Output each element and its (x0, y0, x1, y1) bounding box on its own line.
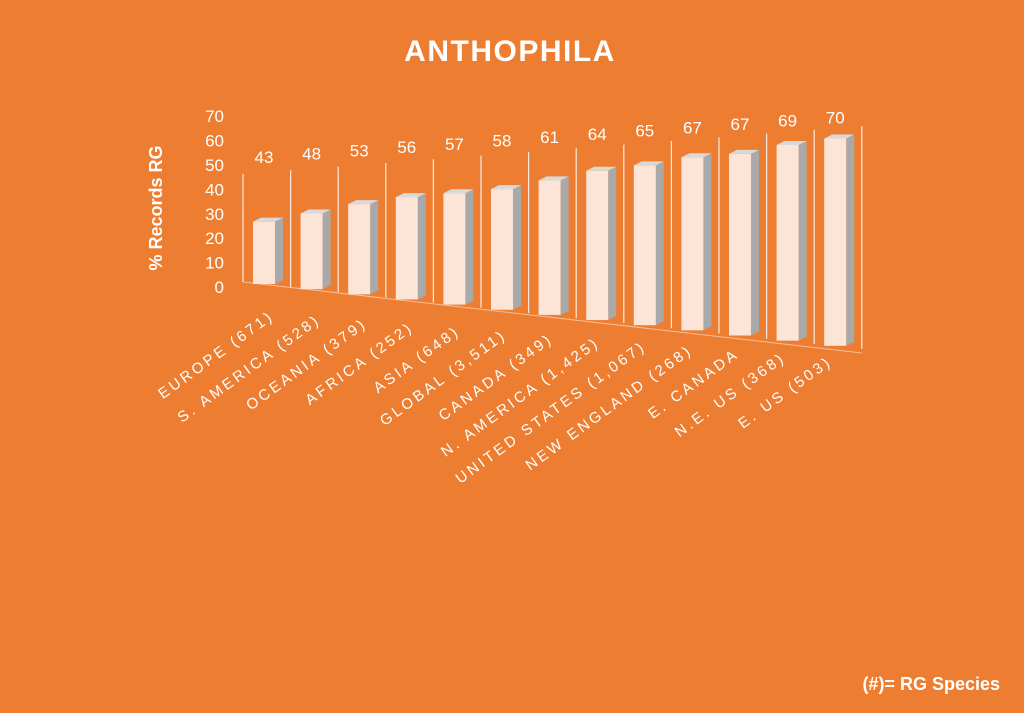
bar-front (824, 138, 847, 346)
footnote: (#)= RG Species (862, 674, 1000, 694)
data-label: 58 (493, 132, 512, 151)
floor-line (242, 281, 862, 354)
bar (253, 217, 283, 284)
bar-side (417, 193, 426, 300)
bar-top (395, 193, 426, 198)
data-label: 65 (635, 122, 654, 141)
bar-front (633, 165, 656, 326)
bar-side (560, 176, 569, 315)
y-tick-label: 20 (205, 229, 224, 248)
bar-top (824, 134, 855, 139)
data-label: 48 (302, 145, 321, 164)
bar-front (253, 221, 275, 284)
data-label: 67 (731, 115, 750, 134)
bar-side (798, 140, 807, 341)
bar-front (443, 193, 466, 305)
y-axis-label: % Records RG (146, 145, 166, 270)
bar-side (465, 189, 474, 305)
data-label: 70 (826, 108, 845, 127)
bar-top (491, 185, 521, 190)
data-label: 67 (683, 118, 702, 137)
data-label: 69 (778, 112, 797, 131)
bar (633, 161, 664, 326)
bar (300, 209, 331, 290)
chart-title: ANTHOPHILA (404, 35, 616, 68)
data-label: 56 (397, 138, 416, 157)
bar-top (348, 200, 379, 205)
bar-top (253, 217, 283, 222)
bar-front (729, 153, 751, 336)
bar-top (729, 149, 759, 154)
bar-side (846, 134, 855, 346)
bar-front (776, 144, 799, 341)
bar-side (751, 149, 759, 336)
chart-walls (242, 126, 863, 354)
bar-side (655, 161, 664, 326)
bar (824, 134, 855, 346)
bar-side (370, 200, 379, 295)
bar-side (513, 185, 521, 310)
bar-front (538, 180, 561, 315)
data-label: 43 (255, 148, 274, 167)
bar-top (443, 189, 474, 194)
bar-front (300, 213, 323, 290)
bar-side (608, 166, 617, 321)
bar-front (395, 197, 418, 300)
bar (776, 140, 807, 341)
bar-front (348, 204, 371, 295)
bar-top (681, 153, 712, 158)
data-label: 64 (588, 125, 607, 144)
data-labels: 43 48 53 56 57 58 61 64 65 67 67 69 70 (255, 108, 845, 167)
bar-side (703, 153, 712, 331)
y-tick-label: 0 (215, 278, 224, 297)
bar-front (491, 189, 513, 310)
bar-front (681, 157, 704, 331)
y-tick-label: 10 (205, 254, 224, 273)
y-tick-label: 40 (205, 180, 224, 199)
bars (253, 134, 855, 346)
y-tick-label: 50 (205, 156, 224, 175)
bar-top (586, 166, 617, 171)
bar (729, 149, 759, 336)
bar-top (776, 140, 807, 145)
bar-front (586, 170, 609, 321)
y-axis-ticks: 0 10 20 30 40 50 60 70 (205, 107, 224, 297)
data-label: 61 (540, 128, 559, 147)
y-tick-label: 70 (205, 107, 224, 126)
bar-top (538, 176, 569, 181)
bar-side (275, 217, 283, 284)
bar (395, 193, 426, 300)
bar (681, 153, 712, 331)
bar (586, 166, 617, 321)
y-tick-label: 60 (205, 132, 224, 151)
data-label: 53 (350, 141, 369, 160)
bar (348, 200, 379, 295)
bar-top (633, 161, 664, 166)
y-tick-label: 30 (205, 205, 224, 224)
data-label: 57 (445, 135, 464, 154)
bar (443, 189, 474, 305)
bar (538, 176, 569, 315)
bar-side (322, 209, 331, 290)
bar (491, 185, 521, 310)
bar-top (300, 209, 331, 214)
